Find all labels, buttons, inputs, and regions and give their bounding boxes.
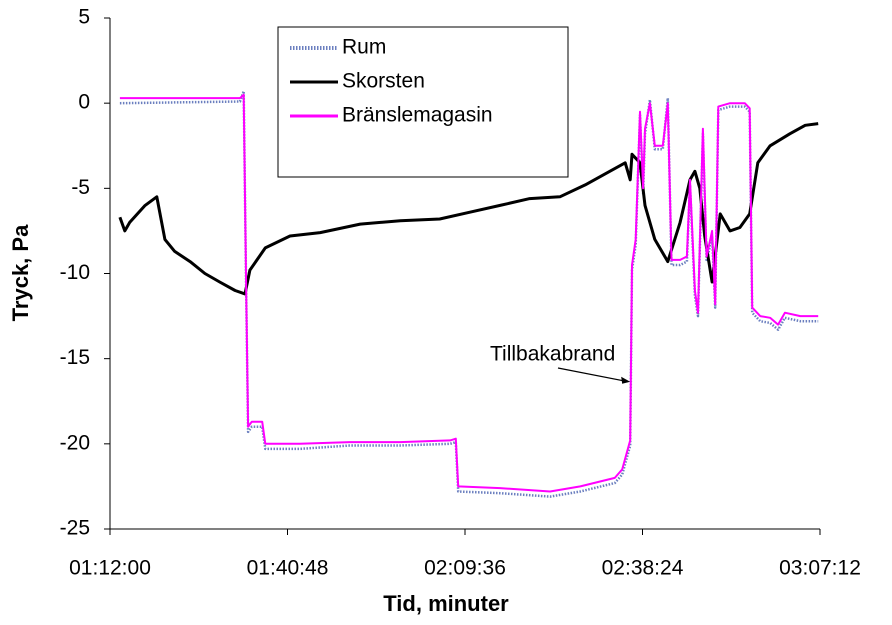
y-tick-label: 0 bbox=[78, 91, 90, 114]
legend-box bbox=[277, 26, 569, 178]
x-tick-label: 02:09:36 bbox=[424, 557, 506, 580]
series-line bbox=[118, 122, 819, 296]
x-axis-label: Tid, minuter bbox=[383, 591, 509, 616]
series-line bbox=[119, 93, 819, 493]
legend-label: Bränslemagasin bbox=[342, 104, 493, 127]
annotation: Tillbakabrand bbox=[490, 343, 615, 366]
x-tick-label: 01:40:48 bbox=[247, 557, 329, 580]
x-tick-label: 02:38:24 bbox=[602, 557, 684, 580]
y-tick-label: -20 bbox=[60, 431, 90, 454]
x-tick-label: 01:12:00 bbox=[69, 557, 151, 580]
annotation-arrow bbox=[557, 367, 629, 383]
y-axis-label: Tryck, Pa bbox=[8, 224, 33, 321]
y-tick-label: -25 bbox=[60, 517, 90, 540]
annotation-arrowhead bbox=[621, 376, 631, 384]
legend-label: Rum bbox=[342, 36, 386, 59]
series-line bbox=[119, 89, 819, 498]
y-tick-label: -15 bbox=[60, 346, 90, 369]
y-tick-label: -5 bbox=[71, 176, 90, 199]
x-tick-label: 03:07:12 bbox=[779, 557, 861, 580]
y-tick-label: 5 bbox=[78, 6, 90, 29]
y-tick-label: -10 bbox=[60, 261, 90, 284]
legend-label: Skorsten bbox=[342, 70, 425, 93]
